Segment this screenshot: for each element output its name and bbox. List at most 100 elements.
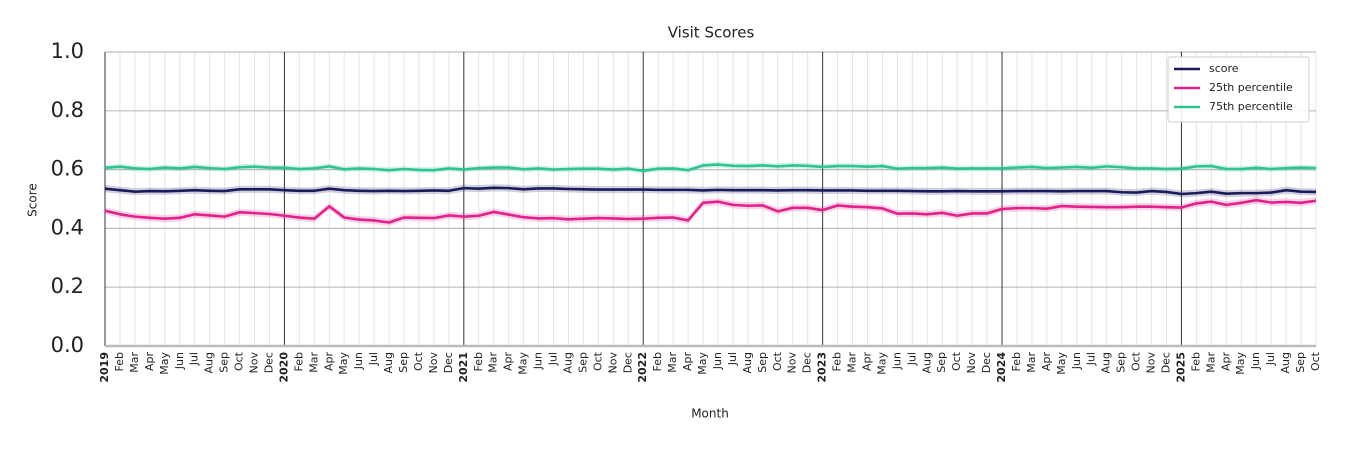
x-tick-label: Sep — [1115, 352, 1128, 373]
y-tick-label: 1.0 — [51, 39, 84, 63]
x-tick-label: Mar — [128, 352, 141, 373]
legend-label: score — [1209, 62, 1239, 75]
x-tick-label: Dec — [442, 352, 455, 373]
x-tick-label: 2024 — [995, 352, 1008, 383]
x-tick-label: Sep — [576, 352, 589, 373]
confidence-band — [105, 161, 1316, 174]
y-tick-label: 0.8 — [51, 98, 84, 122]
x-tick-label: Feb — [651, 352, 664, 371]
x-tick-label: Aug — [1100, 352, 1113, 373]
y-tick-label: 0.6 — [51, 157, 84, 181]
x-tick-label: Jun — [173, 352, 186, 370]
x-tick-label: Dec — [980, 352, 993, 373]
x-tick-label: May — [158, 352, 171, 375]
x-tick-label: Sep — [397, 352, 410, 373]
x-tick-label: Mar — [1204, 352, 1217, 373]
x-tick-label: Jun — [532, 352, 545, 370]
x-tick-label: Oct — [412, 351, 425, 371]
y-axis-label: Score — [26, 183, 40, 217]
x-tick-label: Aug — [920, 352, 933, 373]
x-tick-label: Dec — [621, 352, 634, 373]
x-tick-label: Feb — [292, 352, 305, 371]
x-tick-label: Jun — [1249, 352, 1262, 370]
x-tick-label: May — [1055, 352, 1068, 375]
x-tick-label: Jun — [890, 352, 903, 370]
legend-box — [1167, 56, 1310, 123]
y-tick-label: 0.0 — [51, 333, 84, 357]
x-tick-label: Feb — [113, 352, 126, 371]
x-tick-label: Jun — [352, 352, 365, 370]
x-tick-label: Dec — [262, 352, 275, 373]
x-tick-label: May — [337, 352, 350, 375]
x-tick-label: Sep — [756, 352, 769, 373]
x-tick-label: Aug — [741, 352, 754, 373]
y-tick-label: 0.2 — [51, 274, 84, 298]
x-tick-label: Jul — [1085, 352, 1098, 366]
x-tick-label: Apr — [1040, 352, 1053, 372]
x-tick-label: Nov — [965, 352, 978, 374]
x-tick-label: Jun — [1070, 352, 1083, 370]
x-tick-label: Feb — [1189, 352, 1202, 371]
x-tick-label: Jul — [726, 352, 739, 366]
x-tick-label: May — [875, 352, 888, 375]
x-tick-label: Mar — [307, 352, 320, 373]
x-tick-label: Aug — [1279, 352, 1292, 373]
x-tick-label: Mar — [1025, 352, 1038, 373]
x-tick-label: Jul — [547, 352, 560, 366]
x-tick-label: Nov — [786, 352, 799, 374]
x-tick-label: Mar — [666, 352, 679, 373]
x-tick-label: Oct — [233, 351, 246, 371]
x-tick-label: Feb — [831, 352, 844, 371]
x-tick-label: Nov — [427, 352, 440, 374]
legend-label: 75th percentile — [1209, 100, 1293, 113]
x-tick-label: Apr — [143, 352, 156, 372]
x-tick-label: Oct — [771, 351, 784, 371]
x-tick-label: May — [1234, 352, 1247, 375]
x-tick-label: Aug — [561, 352, 574, 373]
x-tick-label: Nov — [606, 352, 619, 374]
series-line — [104, 186, 1317, 196]
x-tick-label: 2022 — [636, 352, 649, 383]
x-tick-label: Oct — [591, 351, 604, 371]
x-axis-label: Month — [691, 407, 729, 421]
chart-title: Visit Scores — [668, 24, 755, 42]
x-tick-label: Oct — [950, 351, 963, 371]
x-tick-label: Aug — [382, 352, 395, 373]
y-tick-label: 0.4 — [51, 215, 84, 239]
x-tick-label: Nov — [1145, 352, 1158, 374]
x-tick-label: Nov — [248, 352, 261, 374]
series-line — [104, 163, 1317, 173]
x-tick-label: Oct — [1130, 351, 1143, 371]
x-tick-label: Apr — [502, 352, 515, 372]
x-tick-label: Sep — [935, 352, 948, 373]
x-tick-label: Aug — [203, 352, 216, 373]
x-tick-label: Apr — [322, 352, 335, 372]
x-tick-label: Apr — [1219, 352, 1232, 372]
x-tick-label: Apr — [860, 352, 873, 372]
x-tick-label: 2025 — [1174, 352, 1187, 383]
x-tick-label: Mar — [846, 352, 859, 373]
x-tick-label: 2021 — [457, 352, 470, 383]
series-line — [104, 198, 1317, 224]
x-tick-label: Apr — [681, 352, 694, 372]
x-tick-label: 2020 — [277, 352, 290, 383]
x-tick-label: Jul — [188, 352, 201, 366]
x-tick-label: 2023 — [816, 352, 829, 383]
x-tick-label: 2019 — [98, 352, 111, 383]
x-tick-label: Feb — [472, 352, 485, 371]
x-tick-label: Sep — [1294, 352, 1307, 373]
x-tick-label: Feb — [1010, 352, 1023, 371]
x-tick-label: May — [517, 352, 530, 375]
x-tick-label: Sep — [218, 352, 231, 373]
x-tick-label: Jul — [905, 352, 918, 366]
legend-label: 25th percentile — [1209, 81, 1293, 94]
x-tick-label: Jul — [367, 352, 380, 366]
x-tick-label: Jun — [711, 352, 724, 370]
x-tick-label: May — [696, 352, 709, 375]
x-tick-label: Mar — [487, 352, 500, 373]
x-tick-label: Oct — [1309, 351, 1322, 371]
x-tick-label: Dec — [801, 352, 814, 373]
x-tick-label: Dec — [1159, 352, 1172, 373]
x-tick-label: Jul — [1264, 352, 1277, 366]
